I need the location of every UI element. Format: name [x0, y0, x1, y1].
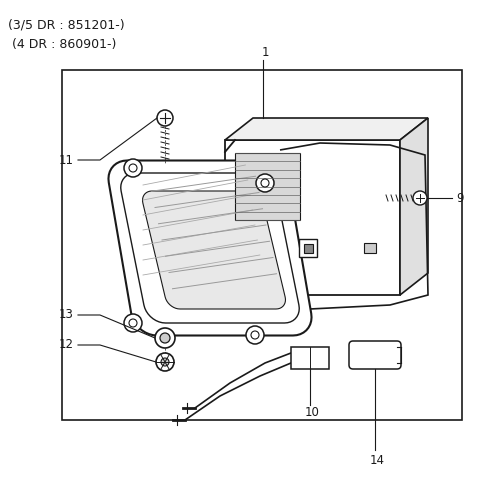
Polygon shape [143, 191, 286, 309]
Circle shape [124, 159, 142, 177]
Bar [291, 347, 329, 369]
Text: 1: 1 [261, 45, 269, 58]
Bar [364, 243, 376, 253]
Polygon shape [400, 118, 428, 295]
Circle shape [155, 328, 175, 348]
Bar [225, 140, 400, 295]
Bar [299, 239, 317, 257]
Text: (3/5 DR : 851201-): (3/5 DR : 851201-) [8, 18, 125, 31]
Circle shape [256, 174, 274, 192]
Circle shape [161, 358, 169, 366]
Circle shape [129, 164, 137, 172]
Text: 9: 9 [456, 191, 464, 204]
Circle shape [251, 331, 259, 339]
Circle shape [157, 110, 173, 126]
Text: (4 DR : 860901-): (4 DR : 860901-) [8, 38, 116, 51]
Circle shape [261, 179, 269, 187]
Polygon shape [121, 173, 299, 323]
Polygon shape [225, 118, 428, 140]
Circle shape [129, 319, 137, 327]
Circle shape [156, 353, 174, 371]
Circle shape [413, 191, 427, 205]
Polygon shape [108, 161, 312, 335]
FancyBboxPatch shape [349, 341, 401, 369]
Text: 10: 10 [305, 406, 319, 419]
Circle shape [124, 314, 142, 332]
Text: 13: 13 [59, 308, 74, 321]
Circle shape [246, 326, 264, 344]
Bar [235, 153, 300, 220]
Text: 14: 14 [370, 454, 384, 467]
Text: 11: 11 [59, 153, 74, 166]
Circle shape [160, 333, 170, 343]
Text: 12: 12 [59, 338, 74, 351]
Bar [303, 243, 312, 253]
Bar [62, 70, 462, 420]
